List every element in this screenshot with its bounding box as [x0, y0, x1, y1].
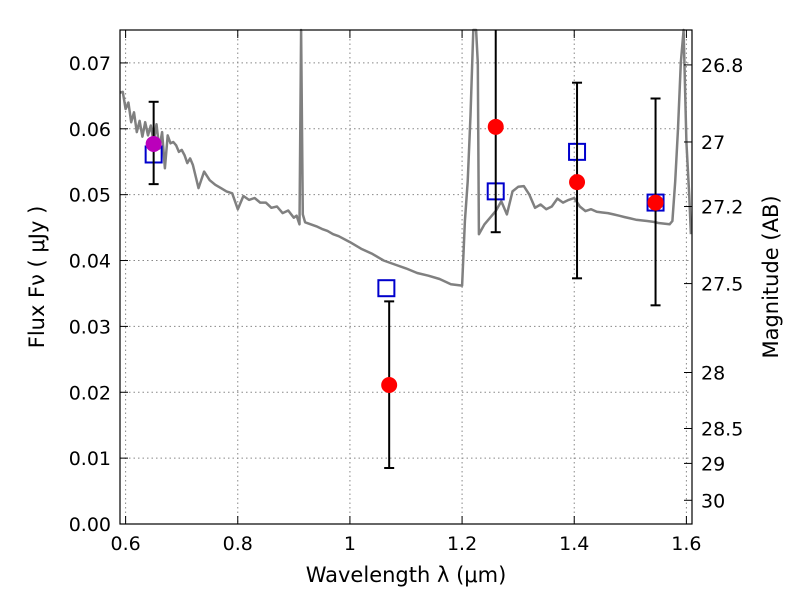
y-tick-label: 0.02	[69, 382, 111, 404]
observed-flux-point	[647, 194, 664, 211]
y-tick-label: 0.00	[69, 514, 111, 536]
observed-flux-point	[569, 174, 586, 191]
y-tick-label: 0.04	[69, 251, 111, 273]
y2-tick-label: 27.2	[701, 197, 743, 219]
y2-tick-label: 28.5	[701, 418, 743, 440]
y-tick-label: 0.03	[69, 316, 111, 338]
x-tick-label: 1	[344, 533, 356, 555]
marker-layer	[144, 30, 665, 470]
observed-flux-point-highlight	[145, 135, 162, 152]
y2-tick-label: 27.5	[701, 274, 743, 296]
y2-tick-label: 28	[701, 363, 725, 385]
x-tick-label: 0.6	[110, 533, 140, 555]
model-spectrum-line	[119, 28, 693, 287]
plot-frame	[119, 29, 693, 525]
y2-tick-label: 29	[701, 453, 725, 475]
y-axis-label: Flux Fν ( μJy )	[25, 206, 49, 349]
y-tick-label: 0.07	[69, 53, 111, 75]
x-tick-label: 1.4	[559, 533, 589, 555]
predicted-flux-square	[377, 279, 396, 298]
y-tick-label: 0.05	[69, 185, 111, 207]
x-tick-label: 0.8	[223, 533, 253, 555]
y2-tick-label: 30	[701, 490, 725, 512]
grid-layer	[120, 30, 692, 525]
x-tick-label: 1.6	[671, 533, 701, 555]
model-spectrum-layer	[119, 28, 693, 287]
observed-flux-point	[381, 377, 398, 394]
observed-flux-point	[487, 118, 504, 135]
x-axis-label: Wavelength λ (μm)	[306, 563, 507, 587]
tick-layer: 0.6 0.8 1 1.2 1.4 1.6 0.00 0.01 0.02 0.03 0.04 0.05…	[69, 30, 743, 555]
x-tick-label: 1.2	[447, 533, 477, 555]
y2-tick-label: 26.8	[701, 55, 743, 77]
y-tick-label: 0.06	[69, 119, 111, 141]
y2-tick-label: 27	[701, 132, 725, 154]
y2-axis-label: Magnitude (AB)	[759, 195, 783, 358]
y-tick-label: 0.01	[69, 448, 111, 470]
